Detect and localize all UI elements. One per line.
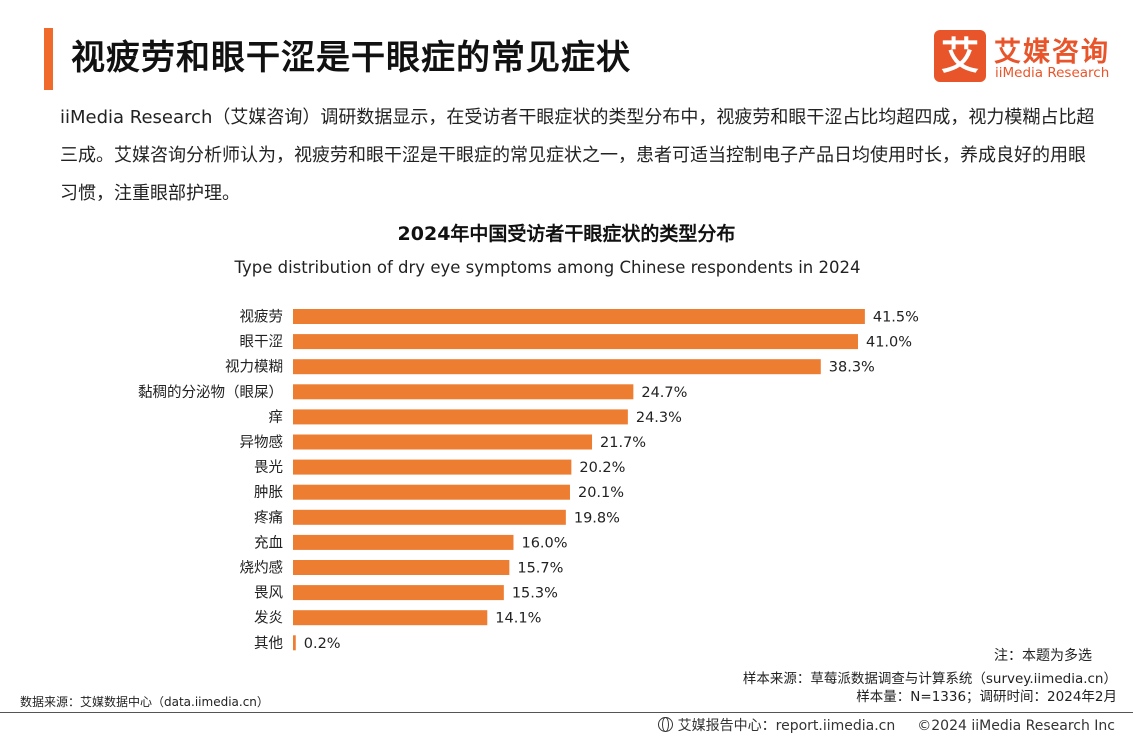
logo-cn-name: 艾媒咨询: [994, 37, 1110, 68]
copyright: ©2024 iiMedia Research Inc: [917, 718, 1115, 734]
category-label: 烧灼感: [240, 560, 284, 577]
data-label: 15.3%: [512, 586, 558, 602]
multi-select-note: 注：本题为多选: [994, 648, 1092, 664]
category-label: 其他: [254, 635, 283, 652]
bar: [293, 585, 504, 601]
data-label: 20.1%: [578, 485, 624, 501]
bar: [293, 434, 593, 450]
bar: [293, 534, 514, 550]
data-label: 20.2%: [579, 460, 625, 476]
category-label: 发炎: [254, 610, 283, 627]
bar: [293, 610, 488, 626]
globe-icon: [657, 717, 673, 732]
footer-divider: [0, 712, 1133, 713]
bar: [293, 560, 510, 575]
data-label: 16.0%: [521, 535, 567, 551]
sample-info: 样本来源：草莓派数据调查与计算系统（survey.iimedia.cn） 样本量…: [743, 670, 1117, 706]
data-label: 24.3%: [636, 410, 682, 426]
bar: [293, 635, 296, 651]
chart-title: 2024年中国受访者干眼症状的类型分布: [397, 223, 736, 245]
intro-paragraph: iiMedia Research（艾媒咨询）调研数据显示，在受访者干眼症状的类型…: [60, 107, 1095, 204]
sample-source: 样本来源：草莓派数据调查与计算系统（survey.iimedia.cn）: [742, 671, 1117, 687]
page-title: 视疲劳和眼干涩是干眼症的常见症状: [71, 38, 631, 78]
category-label: 肿胀: [254, 484, 283, 501]
data-label: 41.0%: [866, 335, 912, 351]
data-label: 21.7%: [600, 435, 646, 451]
ai-character-logo-icon: 艾: [934, 30, 986, 82]
data-label: 15.7%: [517, 561, 563, 577]
category-label: 视力模糊: [225, 359, 283, 376]
bar: [293, 459, 572, 475]
category-label: 畏光: [254, 459, 283, 476]
category-label: 异物感: [240, 434, 284, 451]
bar: [293, 484, 570, 500]
data-label: 19.8%: [574, 510, 620, 526]
data-label: 38.3%: [829, 360, 875, 376]
category-label: 视疲劳: [240, 309, 284, 326]
title-accent-bar: [44, 28, 53, 90]
data-label: 0.2%: [304, 636, 341, 652]
category-label: 眼干涩: [240, 334, 284, 351]
logo-en-name: iiMedia Research: [995, 65, 1110, 81]
data-label: 24.7%: [641, 385, 687, 401]
bar: [293, 359, 821, 375]
category-label: 痒: [269, 409, 284, 426]
report-center-link[interactable]: 艾媒报告中心：report.iimedia.cn: [677, 718, 896, 734]
bar: [293, 384, 634, 400]
bar: [293, 309, 865, 324]
data-label: 41.5%: [873, 310, 919, 326]
iimedia-logo[interactable]: 艾 艾媒咨询 iiMedia Research: [934, 30, 1119, 84]
category-label: 黏稠的分泌物（眼屎）: [138, 384, 283, 401]
chart-subtitle: Type distribution of dry eye symptoms am…: [234, 258, 861, 277]
bar: [293, 409, 628, 425]
data-label: 14.1%: [495, 611, 541, 627]
bar: [293, 509, 566, 525]
footer: 艾媒报告中心：report.iimedia.cn ©2024 iiMedia Re…: [657, 715, 1115, 735]
sample-size: 样本量：N=1336；调研时间：2024年2月: [856, 689, 1117, 705]
category-label: 疼痛: [254, 509, 283, 526]
category-label: 畏风: [254, 585, 283, 602]
data-source: 数据来源：艾媒数据中心（data.iimedia.cn）: [20, 695, 269, 709]
bar: [293, 334, 858, 350]
bar-chart: 视疲劳 41.5% 眼干涩 41.0% 视力模糊 38.3% 黏稠的分泌物（眼屎） 24.7%…: [138, 309, 919, 652]
category-label: 充血: [254, 534, 283, 551]
